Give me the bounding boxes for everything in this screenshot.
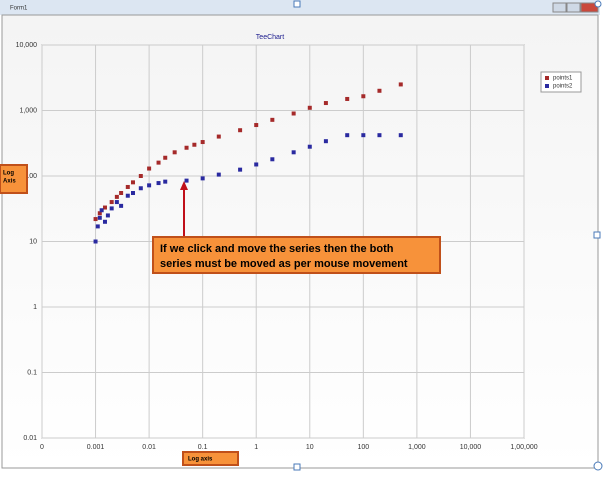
data-point xyxy=(93,239,98,244)
data-point xyxy=(361,133,366,138)
y-axis-note: Log xyxy=(3,171,14,177)
data-point xyxy=(114,200,119,205)
data-point xyxy=(156,181,161,186)
x-tick-label: 10 xyxy=(306,444,314,451)
data-point xyxy=(184,178,189,183)
x-tick-label: 100 xyxy=(357,444,369,451)
window-title: Form1 xyxy=(10,6,28,12)
data-point xyxy=(200,176,205,181)
x-axis-note: Log axis xyxy=(188,457,213,463)
data-point xyxy=(270,117,275,122)
data-point xyxy=(93,217,98,222)
x-tick-label: 0 xyxy=(40,444,44,451)
data-point xyxy=(147,166,152,171)
x-tick-label: 1 xyxy=(254,444,258,451)
data-point xyxy=(119,203,124,208)
data-point xyxy=(163,155,168,160)
y-tick-label: 0.1 xyxy=(27,369,37,376)
x-tick-label: 10,000 xyxy=(460,444,482,451)
data-point xyxy=(307,144,312,149)
x-tick-label: 0.001 xyxy=(87,444,105,451)
data-point xyxy=(102,219,107,224)
legend-swatch xyxy=(545,84,549,88)
data-point xyxy=(270,157,275,162)
data-point xyxy=(361,94,366,99)
x-tick-label: 1,000 xyxy=(408,444,426,451)
legend-box xyxy=(540,71,582,93)
data-point xyxy=(109,200,114,205)
data-point xyxy=(216,172,221,177)
legend-label: points2 xyxy=(553,84,573,90)
y-tick-label: 100 xyxy=(25,173,37,180)
y-tick-label: 1,000 xyxy=(19,107,37,114)
x-tick-label: 1,00,000 xyxy=(510,444,537,451)
data-point xyxy=(238,167,243,172)
legend: points1 points2 xyxy=(540,71,582,93)
chart-title: TeeChart xyxy=(256,34,284,41)
data-point xyxy=(147,183,152,188)
x-tick-label: 0.1 xyxy=(198,444,208,451)
y-axis-note: Axis xyxy=(3,179,16,185)
x-tick-label: 0.01 xyxy=(142,444,156,451)
data-point xyxy=(323,101,328,106)
data-point xyxy=(291,150,296,155)
y-tick-label: 10 xyxy=(29,238,37,245)
data-point xyxy=(254,123,259,128)
data-point xyxy=(254,162,259,167)
resize-handle[interactable] xyxy=(593,461,603,471)
data-point xyxy=(125,184,130,189)
resize-handles[interactable] xyxy=(293,0,603,471)
callout-text: If we click and move the series then the… xyxy=(160,243,394,255)
data-point xyxy=(156,160,161,165)
data-point xyxy=(130,191,135,196)
data-point xyxy=(216,134,221,139)
data-point xyxy=(109,206,114,211)
y-tick-label: 10,000 xyxy=(16,42,38,49)
data-point xyxy=(398,133,403,138)
legend-label: points1 xyxy=(553,76,573,82)
resize-handle[interactable] xyxy=(593,231,601,239)
data-point xyxy=(138,174,143,178)
data-point xyxy=(238,128,243,133)
data-point xyxy=(345,96,350,101)
data-point xyxy=(99,208,104,213)
data-point xyxy=(398,82,403,87)
legend-swatch xyxy=(545,76,549,80)
data-point xyxy=(130,180,135,185)
data-point xyxy=(307,105,312,110)
data-point xyxy=(192,142,197,147)
callout-box xyxy=(152,236,441,274)
resize-handle[interactable] xyxy=(293,463,301,471)
data-point xyxy=(102,205,107,210)
y-tick-label: 0.01 xyxy=(23,435,37,442)
data-point xyxy=(377,88,382,93)
callout-text: series must be moved as per mouse moveme… xyxy=(160,258,408,270)
x-axis-note-box xyxy=(182,451,239,466)
data-point xyxy=(97,211,102,216)
data-point xyxy=(138,186,143,191)
data-point xyxy=(291,111,296,116)
arrow-head xyxy=(180,181,188,190)
data-point xyxy=(105,213,110,218)
data-point xyxy=(377,133,382,138)
data-point xyxy=(125,193,130,198)
maximize-button[interactable] xyxy=(566,2,581,13)
data-point xyxy=(119,191,124,196)
data-point xyxy=(200,140,205,145)
data-point xyxy=(323,139,328,144)
resize-handle[interactable] xyxy=(594,0,602,8)
data-point xyxy=(184,145,189,150)
data-point xyxy=(95,224,100,229)
y-axis-note-box xyxy=(0,164,28,194)
data-point xyxy=(163,179,168,184)
data-point xyxy=(172,150,177,155)
y-tick-label: 1 xyxy=(33,304,37,311)
data-point xyxy=(345,133,350,138)
data-point xyxy=(97,215,102,220)
minimize-button[interactable] xyxy=(552,2,567,13)
resize-handle[interactable] xyxy=(293,0,301,8)
data-point xyxy=(114,194,119,199)
